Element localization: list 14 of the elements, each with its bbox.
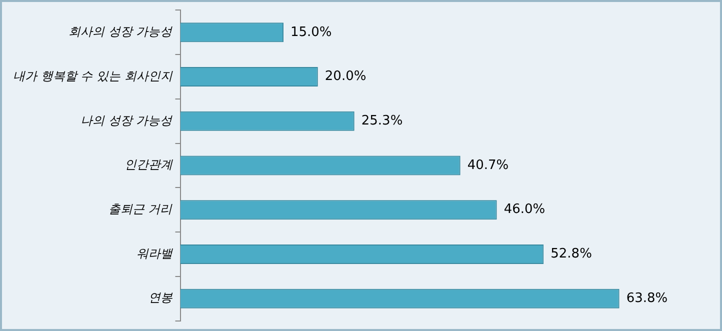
y-tick-label: 인간관계 xyxy=(124,158,174,172)
data-label: 46.0% xyxy=(504,202,546,218)
data-label: 25.3% xyxy=(361,114,403,129)
y-tick-label: 연봉 xyxy=(148,290,174,305)
data-label: 20.0% xyxy=(324,69,366,84)
data-label: 63.8% xyxy=(626,290,668,306)
data-label: 15.0% xyxy=(290,24,332,40)
y-tick-label: 내가 행복할 수 있는 회사인지 xyxy=(12,68,174,83)
y-tick-label: 회사의 성장 가능성 xyxy=(68,24,174,39)
y-tick-label: 워라밸 xyxy=(136,246,174,260)
data-label: 52.8% xyxy=(550,246,592,262)
data-label: 40.7% xyxy=(467,158,509,173)
y-tick-label: 출퇴근 거리 xyxy=(108,202,174,216)
y-tick-label: 나의 성장 가능성 xyxy=(80,113,174,128)
